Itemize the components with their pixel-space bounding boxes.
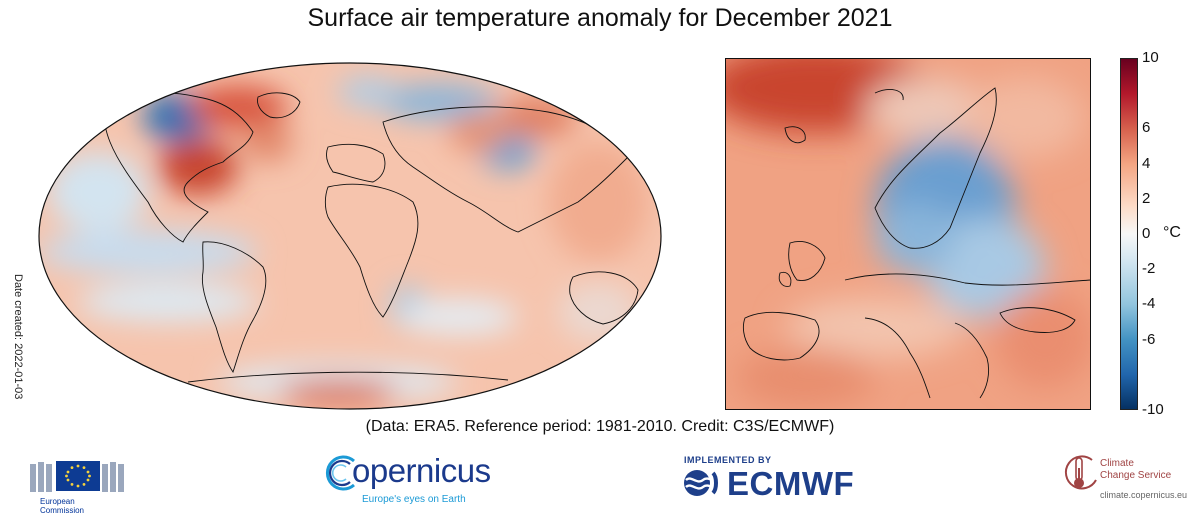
colorbar-tick: 10 (1142, 49, 1159, 66)
ecmwf-wave-icon (684, 470, 722, 496)
map-title: Surface air temperature anomaly for Dece… (307, 4, 893, 32)
europe-anomaly-map (725, 58, 1091, 410)
colorbar-tick: 6 (1142, 119, 1151, 137)
ecmwf-implemented-by: IMPLEMENTED BY (684, 455, 772, 465)
c3s-logo: Climate Change Service climate.copernicu… (1062, 450, 1192, 512)
colorbar-tick: 0 (1142, 225, 1151, 242)
colorbar-tick: -10 (1142, 401, 1164, 418)
ec-label-line1: European (40, 497, 75, 506)
c3s-url: climate.copernicus.eu (1100, 490, 1188, 500)
date-created-label: Date created: 2022-01-03 (12, 274, 24, 400)
c3s-name-line1: Climate (1100, 458, 1134, 469)
copernicus-logo: opernicus Europe's eyes on Earth (322, 450, 491, 512)
colorbar-tick: -2 (1142, 260, 1156, 278)
colorbar-tick: -6 (1142, 330, 1156, 348)
copernicus-tagline: Europe's eyes on Earth (362, 494, 466, 505)
thermometer-globe-icon (1064, 455, 1097, 490)
ec-flag-icon (28, 458, 128, 494)
colorbar (1120, 58, 1138, 410)
data-credit: (Data: ERA5. Reference period: 1981-2010… (365, 418, 835, 435)
ec-label-line2: Commission (40, 506, 85, 515)
c3s-name-line2: Change Service (1100, 470, 1172, 481)
colorbar-unit: °C (1163, 224, 1181, 241)
ecmwf-logo: IMPLEMENTED BY ECMWF (683, 453, 873, 513)
global-anomaly-map (38, 62, 662, 410)
colorbar-tick: 4 (1142, 154, 1151, 172)
copernicus-c-icon (325, 455, 355, 491)
european-commission-logo: European Commission (28, 458, 128, 516)
colorbar-tick: 2 (1142, 189, 1151, 207)
colorbar-tick: -4 (1142, 295, 1156, 313)
copernicus-wordmark: opernicus (352, 452, 491, 489)
ecmwf-wordmark: ECMWF (727, 465, 855, 502)
